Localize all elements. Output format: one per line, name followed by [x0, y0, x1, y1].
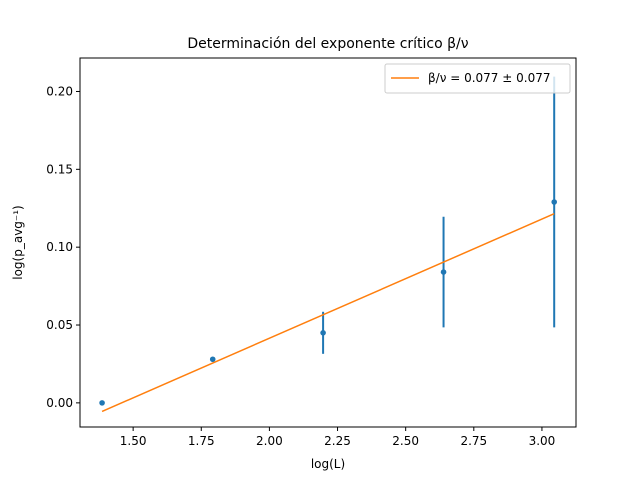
chart-title: Determinación del exponente crítico β/ν — [187, 36, 468, 52]
legend-label: β/ν = 0.077 ± 0.077 — [428, 71, 550, 85]
legend-box — [384, 63, 571, 94]
y-tick-label: 0.20 — [46, 84, 73, 98]
fit-line — [101, 213, 555, 413]
x-tick-label: 1.50 — [120, 434, 147, 448]
y-axis-label: log(p_avg⁻¹) — [11, 205, 25, 280]
y-tick-label: 0.10 — [46, 240, 73, 254]
data-point — [551, 199, 557, 205]
x-tick-label: 2.75 — [460, 434, 487, 448]
data-point — [320, 330, 326, 336]
y-tick-label: 0.00 — [46, 396, 73, 410]
x-tick-label: 2.00 — [256, 434, 283, 448]
legend: β/ν = 0.077 ± 0.077 — [384, 63, 571, 94]
data-point — [440, 269, 447, 275]
axes-frame — [79, 57, 577, 428]
x-tick-label: 1.75 — [188, 434, 215, 448]
x-tick-label: 2.25 — [324, 434, 351, 448]
x-tick-label: 3.00 — [529, 434, 556, 448]
data-point — [209, 356, 216, 363]
x-tick-label: 2.50 — [392, 434, 419, 448]
plot-layer — [99, 76, 557, 413]
data-point — [99, 400, 105, 406]
ticks-layer: 1.50 1.75 2.00 2.25 2.50 2.75 3.00 0.00 0.05 0.10… — [46, 84, 555, 448]
y-tick-label: 0.05 — [46, 318, 73, 332]
y-tick-label: 0.15 — [46, 162, 73, 176]
x-axis-label: log(L) — [311, 457, 345, 471]
